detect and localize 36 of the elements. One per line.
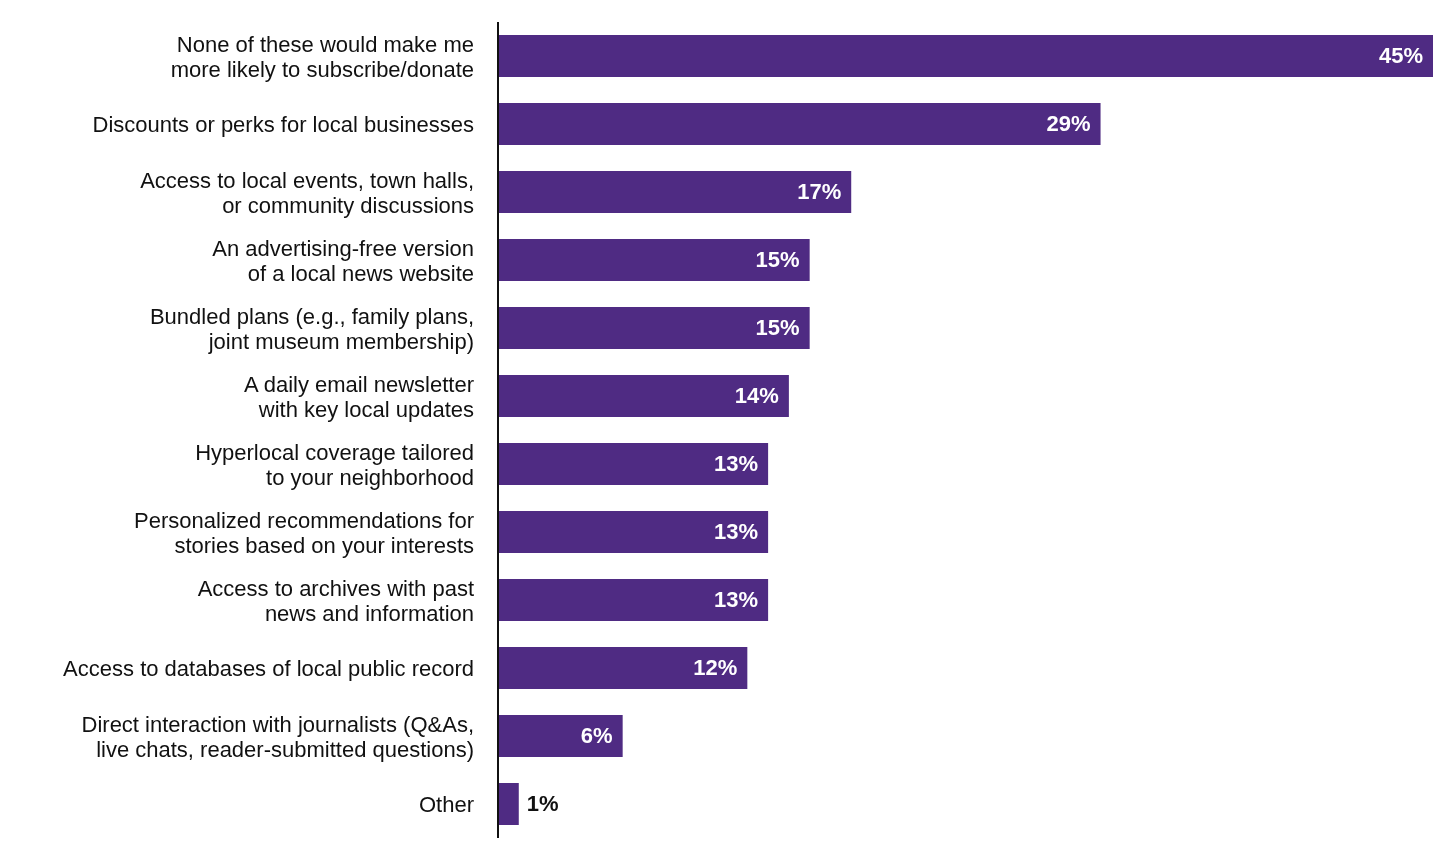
data-label: 1%	[526, 791, 559, 817]
data-label: 15%	[755, 247, 800, 273]
y-tick-label: None of these would make me more likely to subscribe/donate	[170, 31, 474, 81]
y-tick-label: Personalized recommendations for stories based on your interests	[134, 507, 474, 557]
bar	[498, 170, 852, 213]
y-tick-label: A daily email newsletter with key local updates	[244, 371, 474, 421]
data-label: 13%	[714, 451, 759, 477]
data-label: 15%	[755, 315, 800, 341]
y-tick-label: Hyperlocal coverage tailored to your neighborhood	[195, 439, 474, 489]
data-label: 13%	[714, 587, 759, 613]
y-tick-label: Direct interaction with journalists (Q&As, live chats, reader-submitted questions)	[81, 711, 474, 761]
y-tick-label: Discounts or perks for local businesses	[92, 111, 474, 137]
bar	[498, 578, 769, 621]
data-label: 14%	[734, 383, 779, 409]
bar	[498, 238, 810, 281]
bar	[498, 102, 1101, 145]
bar	[498, 374, 789, 417]
data-label: 6%	[580, 723, 613, 749]
bar	[498, 510, 769, 553]
bar	[498, 306, 810, 349]
y-tick-label: An advertising-free version of a local news website	[212, 235, 474, 285]
y-tick-label: Other	[418, 791, 474, 817]
data-label: 45%	[1378, 43, 1423, 69]
bar	[498, 714, 623, 757]
y-tick-label: Access to local events, town halls, or community discussions	[140, 167, 474, 217]
data-label: 29%	[1046, 111, 1091, 137]
bar	[498, 34, 1433, 77]
y-tick-label: Access to archives with past news and information	[197, 575, 474, 625]
bar	[498, 646, 748, 689]
bar	[498, 442, 769, 485]
bar	[498, 782, 519, 825]
y-tick-label: Bundled plans (e.g., family plans, joint museum membership)	[149, 303, 474, 353]
y-tick-label: Access to databases of local public record	[63, 655, 474, 681]
data-label: 17%	[797, 179, 842, 205]
data-label: 13%	[714, 519, 759, 545]
data-label: 12%	[693, 655, 738, 681]
